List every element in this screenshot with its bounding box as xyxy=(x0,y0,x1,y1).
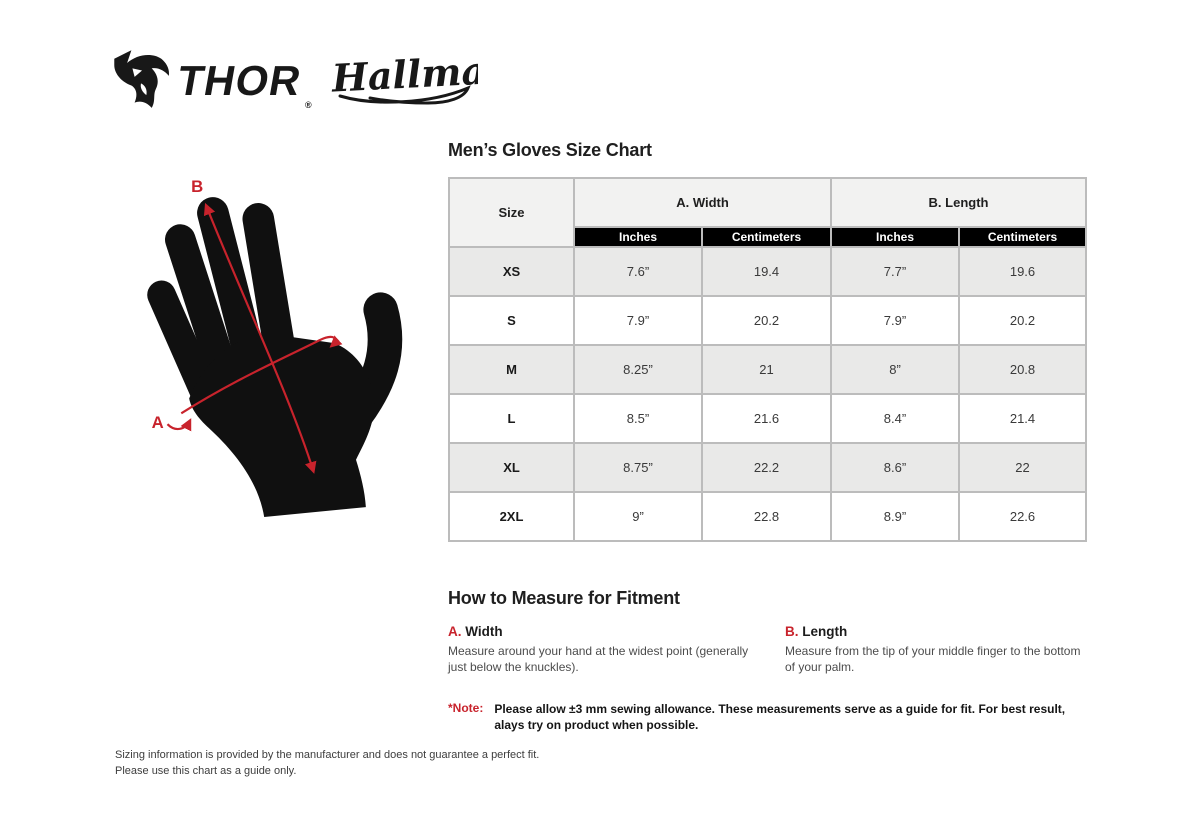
length-inches-value: 8.4” xyxy=(830,393,960,444)
length-cm-value: 21.4 xyxy=(958,393,1087,444)
size-value: S xyxy=(448,295,575,346)
length-inches-value: 8” xyxy=(830,344,960,395)
column-header-size: Size xyxy=(448,177,575,248)
measure-length-label: Length xyxy=(802,624,848,639)
measure-length-section: B. Length Measure from the tip of your m… xyxy=(785,624,1085,675)
length-cm-value: 22.6 xyxy=(958,491,1087,542)
thor-logo: THOR ® xyxy=(108,47,312,114)
width-inches-value: 7.6” xyxy=(573,246,703,297)
disclaimer-line-2: Please use this chart as a guide only. xyxy=(115,765,297,777)
glove-palm xyxy=(189,333,375,517)
unit-header-inches: Inches xyxy=(573,226,703,248)
glove-measurement-diagram: B A xyxy=(126,162,432,560)
length-inches-value: 8.9” xyxy=(830,491,960,542)
unit-header-centimeters: Centimeters xyxy=(701,226,832,248)
table-row: 2XL 9” 22.8 8.9” 22.6 xyxy=(448,491,1087,542)
footer-disclaimer: Sizing information is provided by the ma… xyxy=(115,747,539,779)
measure-width-section: A. Width Measure around your hand at the… xyxy=(448,624,770,675)
measure-length-description: Measure from the tip of your middle fing… xyxy=(785,644,1081,674)
width-cm-value: 19.4 xyxy=(701,246,832,297)
sizing-note: *Note: Please allow ±3 mm sewing allowan… xyxy=(448,701,1088,733)
disclaimer-line-1: Sizing information is provided by the ma… xyxy=(115,749,540,761)
size-value: 2XL xyxy=(448,491,575,542)
table-row: XL 8.75” 22.2 8.6” 22 xyxy=(448,442,1087,493)
size-value: M xyxy=(448,344,575,395)
length-inches-value: 7.9” xyxy=(830,295,960,346)
note-label: *Note: xyxy=(448,701,484,715)
width-cm-value: 22.8 xyxy=(701,491,832,542)
unit-header-centimeters: Centimeters xyxy=(958,226,1087,248)
length-cm-value: 19.6 xyxy=(958,246,1087,297)
width-inches-value: 7.9” xyxy=(573,295,703,346)
size-value: XL xyxy=(448,442,575,493)
measure-length-heading: B. Length xyxy=(785,624,1085,639)
hallman-logo: Hallman xyxy=(326,46,514,115)
measure-width-heading: A. Width xyxy=(448,624,770,639)
length-cm-value: 20.8 xyxy=(958,344,1087,395)
column-header-length: B. Length xyxy=(830,177,1087,228)
thor-wordmark: THOR xyxy=(173,56,306,104)
measure-width-letter: A. xyxy=(448,624,462,639)
measure-width-description: Measure around your hand at the widest p… xyxy=(448,644,749,674)
table-row: S 7.9” 20.2 7.9” 20.2 xyxy=(448,295,1087,346)
column-header-width: A. Width xyxy=(573,177,832,228)
size-value: L xyxy=(448,393,575,444)
width-measure-arrow xyxy=(180,335,343,415)
length-measure-arrow xyxy=(203,202,317,474)
table-row: XS 7.6” 19.4 7.7” 19.6 xyxy=(448,246,1087,297)
width-cm-value: 20.2 xyxy=(701,295,832,346)
width-inches-value: 8.5” xyxy=(573,393,703,444)
measure-width-label: Width xyxy=(465,624,503,639)
width-cm-value: 21.6 xyxy=(701,393,832,444)
length-cm-value: 20.2 xyxy=(958,295,1087,346)
thor-goat-icon xyxy=(108,47,174,114)
length-inches-value: 7.7” xyxy=(830,246,960,297)
width-inches-value: 9” xyxy=(573,491,703,542)
unit-header-inches: Inches xyxy=(830,226,960,248)
width-cm-value: 21 xyxy=(701,344,832,395)
width-arrow-hook xyxy=(166,418,192,432)
note-text: Please allow ±3 mm sewing allowance. The… xyxy=(494,702,1066,732)
width-inches-value: 8.75” xyxy=(573,442,703,493)
brand-logos: THOR ® Hallman xyxy=(108,46,514,115)
label-a: A xyxy=(152,413,164,432)
how-to-measure-title: How to Measure for Fitment xyxy=(448,588,680,608)
length-cm-value: 22 xyxy=(958,442,1087,493)
table-row: L 8.5” 21.6 8.4” 21.4 xyxy=(448,393,1087,444)
width-cm-value: 22.2 xyxy=(701,442,832,493)
width-inches-value: 8.25” xyxy=(573,344,703,395)
size-chart-table: Size A. Width B. Length Inches Centimete… xyxy=(448,177,1087,542)
registered-mark: ® xyxy=(305,100,312,110)
size-value: XS xyxy=(448,246,575,297)
label-b: B xyxy=(191,177,203,196)
measure-length-letter: B. xyxy=(785,624,799,639)
length-inches-value: 8.6” xyxy=(830,442,960,493)
page-title: Men’s Gloves Size Chart xyxy=(448,140,652,160)
table-row: M 8.25” 21 8” 20.8 xyxy=(448,344,1087,395)
